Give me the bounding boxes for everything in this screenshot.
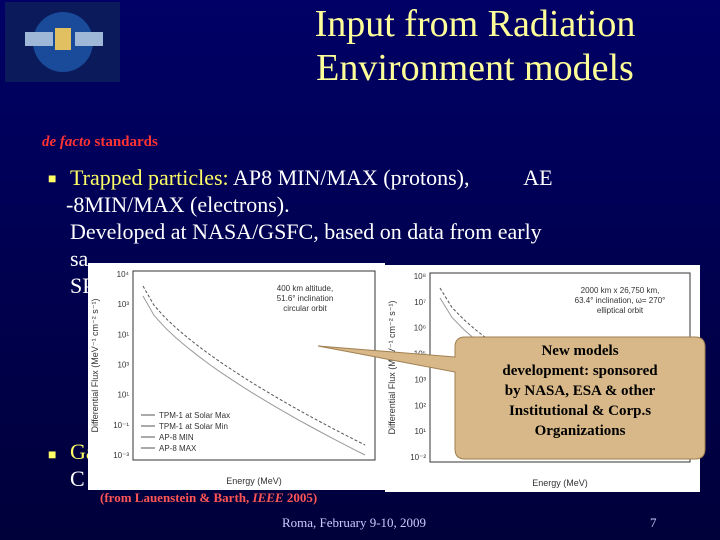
bullet-marker: ■	[48, 172, 57, 187]
y-tick-label: 10⁶	[414, 324, 426, 333]
annotation: 63.4° inclination, ω= 270°	[575, 296, 666, 305]
bullet-line: sa	[70, 246, 89, 271]
callout: New models development: sponsored by NASA,…	[455, 337, 705, 463]
title: Input from Radiation Environment models	[250, 2, 700, 90]
logo	[5, 2, 120, 82]
annotation: 51.6° inclination	[277, 294, 334, 303]
legend-label: TPM-1 at Solar Max	[159, 411, 230, 420]
legend-label: AP-8 MAX	[159, 444, 197, 453]
y-tick-label: 10⁴	[117, 270, 130, 279]
callout-line: Organizations	[534, 423, 626, 439]
title-line: Environment models	[316, 47, 634, 89]
y-tick-label: 10⁸	[414, 272, 426, 281]
caption-text: 2005)	[283, 490, 318, 505]
annotation: 2000 km x 26,750 km,	[581, 286, 660, 295]
x-axis-label: Energy (MeV)	[226, 476, 282, 486]
annotation: 400 km altitude,	[277, 284, 333, 293]
page-number: 7	[650, 515, 657, 530]
footer-venue: Roma, February 9-10, 2009	[282, 515, 427, 530]
y-tick-label: 10³	[414, 375, 426, 384]
inset-background	[88, 263, 385, 490]
y-tick-label: 10⁷	[414, 298, 426, 307]
y-tick-label: 10⁻¹	[113, 421, 129, 430]
bullet: Trapped particles: AP8 MIN/MAX (protons)…	[66, 164, 710, 299]
annotation: elliptical orbit	[597, 306, 644, 315]
caption: (from Lauenstein & Barth, IEEE 2005)	[100, 490, 317, 506]
bullet-line: AP8 MIN/MAX (protons), AE	[232, 165, 553, 190]
y-tick-label: 10¹	[117, 330, 129, 339]
y-axis-label: Differential Flux (MeV⁻¹ cm⁻² s⁻¹)	[387, 300, 397, 434]
title-line: Input from Radiation	[314, 3, 636, 45]
y-tick-label: 10³	[117, 361, 129, 370]
bullet-marker: ■	[48, 448, 57, 463]
legend-label: AP-8 MIN	[159, 433, 194, 442]
caption-italic: IEEE	[252, 490, 284, 505]
y-tick-label: 10²	[414, 401, 426, 410]
callout-line: Institutional & Corp.s	[508, 403, 652, 419]
bullet-line: Developed at NASA/GSFC, based on data fr…	[70, 219, 542, 244]
callout-line: by NASA, ESA & other	[504, 383, 656, 399]
bullet-line: -8MIN/MAX (electrons).	[66, 192, 290, 217]
y-tick-label: 10¹	[414, 427, 426, 436]
y-tick-label: 10³	[117, 300, 129, 309]
plot-frame	[132, 270, 376, 461]
y-tick-label: 10¹	[117, 391, 129, 400]
legend-label: TPM-1 at Solar Min	[159, 422, 228, 431]
caption-text: (from Lauenstein & Barth,	[100, 490, 253, 505]
callout-line: development: sponsored	[502, 363, 658, 379]
annotation: circular orbit	[283, 304, 327, 313]
x-axis-label: Energy (MeV)	[532, 478, 588, 488]
callout-line: New models	[541, 343, 619, 359]
y-tick-label: 10⁻³	[113, 451, 129, 460]
bullet-label: Trapped particles:	[70, 165, 229, 190]
curve	[142, 285, 366, 446]
curve	[142, 295, 366, 456]
y-axis-label: Differential Flux (MeV⁻¹ cm⁻² s⁻¹)	[90, 298, 100, 432]
bullet-line: C	[70, 466, 85, 491]
subtitle-text: standards	[94, 134, 158, 150]
subtitle-italic: de facto	[42, 134, 91, 150]
subtitle: de facto standards	[42, 134, 158, 151]
y-tick-label: 10⁻²	[410, 453, 426, 462]
